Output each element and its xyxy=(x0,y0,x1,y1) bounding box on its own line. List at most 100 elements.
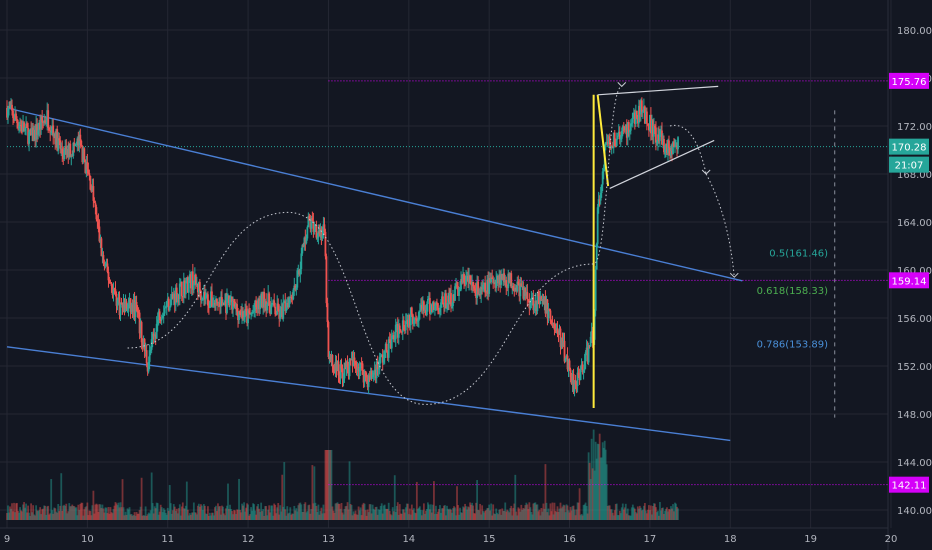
candle-body xyxy=(220,297,222,307)
volume-bar xyxy=(463,507,465,520)
volume-bar xyxy=(128,507,131,520)
volume-bar xyxy=(424,510,427,520)
volume-bar xyxy=(529,507,532,520)
volume-bar xyxy=(101,504,104,520)
candle-body xyxy=(160,318,163,321)
candle-body xyxy=(622,126,625,128)
candle-body xyxy=(108,280,111,283)
volume-bar xyxy=(622,509,625,520)
candle-body xyxy=(404,321,407,331)
volume-bar xyxy=(497,514,500,520)
volume-bar xyxy=(522,508,525,520)
candle-body xyxy=(408,315,411,326)
volume-bar xyxy=(226,505,228,520)
candle-body xyxy=(447,295,449,308)
volume-bar xyxy=(482,510,485,520)
candle-body xyxy=(314,224,317,231)
candle-body xyxy=(124,301,127,312)
x-tick-label: 20 xyxy=(885,534,898,545)
volume-bar xyxy=(299,502,302,520)
candle-body xyxy=(345,361,348,368)
candle-body xyxy=(282,302,285,319)
volume-bar xyxy=(486,508,489,520)
volume-bar xyxy=(25,503,27,520)
candle-body xyxy=(562,340,565,347)
candle-body xyxy=(473,286,476,289)
candle-body xyxy=(520,283,523,287)
volume-bar xyxy=(662,507,664,520)
volume-bar xyxy=(354,510,357,520)
volume-bar xyxy=(364,510,367,520)
volume-bar xyxy=(158,511,161,520)
candle-body xyxy=(222,303,224,306)
volume-bar xyxy=(387,502,390,520)
candle-body xyxy=(112,288,115,295)
x-tick-label: 17 xyxy=(644,534,657,545)
volume-bar xyxy=(149,510,152,520)
volume-bar xyxy=(537,511,540,520)
volume-bar xyxy=(151,503,154,520)
candle-body xyxy=(120,302,123,304)
volume-bar xyxy=(195,514,198,520)
volume-bar xyxy=(96,504,99,520)
volume-bar xyxy=(654,503,656,520)
volume-bar xyxy=(146,514,149,520)
candle-body xyxy=(601,171,604,185)
candle-body xyxy=(353,357,356,363)
candle-body xyxy=(564,357,567,362)
candle-body xyxy=(232,301,234,310)
volume-bar xyxy=(440,512,442,520)
candle-body xyxy=(613,132,616,146)
candle-body xyxy=(91,186,94,192)
candle-body xyxy=(225,300,227,313)
volume-bar xyxy=(464,503,466,520)
candle-body xyxy=(89,175,92,190)
volume-bar xyxy=(44,505,47,520)
volume-bar xyxy=(297,505,300,520)
volume-bar xyxy=(252,503,255,520)
volume-bar xyxy=(425,508,428,520)
volume-bar xyxy=(565,504,568,520)
candle-body xyxy=(98,226,101,242)
candle-body xyxy=(45,122,48,124)
volume-bar xyxy=(246,503,248,520)
volume-bar xyxy=(584,502,587,520)
volume-bar xyxy=(236,509,238,520)
volume-bar xyxy=(250,507,252,520)
candle-body xyxy=(250,313,252,315)
volume-bar xyxy=(33,514,36,520)
candle-body xyxy=(636,117,639,124)
volume-bar xyxy=(628,515,631,520)
candle-body xyxy=(238,311,240,321)
candle-body xyxy=(156,319,159,324)
volume-bar xyxy=(675,503,677,520)
candle-body xyxy=(643,106,646,124)
candle-body xyxy=(503,273,506,283)
volume-bar xyxy=(540,507,543,520)
volume-bar xyxy=(150,472,153,520)
time-axis[interactable]: 9 10 11 12 13 14 15 16 17 18 19 20 xyxy=(4,534,898,545)
candle-body xyxy=(588,345,591,347)
candle-body xyxy=(380,354,383,356)
candle-body xyxy=(328,356,331,358)
candle-body xyxy=(593,310,596,340)
candle-body xyxy=(628,130,631,133)
candle-body xyxy=(553,322,556,330)
candle-body xyxy=(470,282,472,286)
candle-body xyxy=(512,286,515,291)
y-tick-label: 148.00 xyxy=(897,410,932,421)
volume-bar xyxy=(439,505,441,520)
volume-bar xyxy=(416,508,419,520)
candle-body xyxy=(481,287,484,290)
volume-bar xyxy=(349,503,352,520)
candle-body xyxy=(273,300,276,307)
candle-body xyxy=(354,362,357,365)
candle-body xyxy=(375,361,378,379)
candle-body xyxy=(621,126,624,132)
volume-bar xyxy=(286,506,289,520)
volume-bar xyxy=(115,503,118,520)
price-tag xyxy=(889,138,929,155)
projection-curve xyxy=(127,85,623,405)
volume-bar xyxy=(256,506,259,520)
